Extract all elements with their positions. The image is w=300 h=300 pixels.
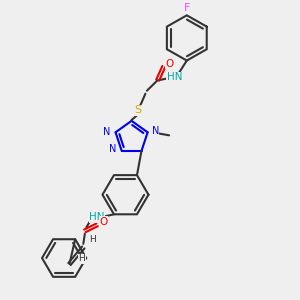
Text: H: H bbox=[78, 254, 85, 263]
Text: N: N bbox=[103, 127, 111, 137]
Text: N: N bbox=[152, 126, 159, 136]
Text: N: N bbox=[110, 144, 117, 154]
Text: S: S bbox=[134, 105, 141, 115]
Text: O: O bbox=[99, 217, 107, 227]
Text: O: O bbox=[165, 58, 173, 69]
Text: HN: HN bbox=[89, 212, 105, 222]
Text: F: F bbox=[184, 3, 190, 13]
Text: HN: HN bbox=[167, 72, 182, 82]
Text: H: H bbox=[89, 236, 96, 244]
